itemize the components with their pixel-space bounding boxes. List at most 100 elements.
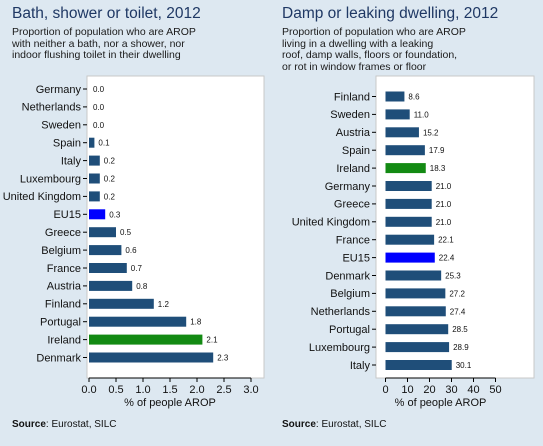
data-label: 17.9 [429,146,445,155]
source-note: Source: Eurostat, SILC [282,419,387,430]
bar [385,163,426,174]
chart-title: Bath, shower or toilet, 2012 [12,5,201,22]
category-label: Italy [350,360,371,372]
data-label: 1.8 [190,318,202,327]
bar [89,245,122,256]
category-label: Denmark [325,270,370,282]
data-label: 21.0 [436,200,452,209]
category-label: Ireland [47,334,81,346]
x-tick-label: 0.5 [108,384,123,396]
x-tick-label: 20 [423,384,435,396]
data-label: 0.2 [104,192,116,201]
data-label: 0.0 [93,103,105,112]
data-label: 22.1 [438,236,454,245]
source-label: Source [12,419,46,430]
category-label: Sweden [41,120,81,132]
chart-subtitle: Proportion of population who are AROP li… [282,26,466,73]
data-label: 28.5 [452,325,468,334]
category-label: Finland [334,91,370,103]
data-label: 0.1 [98,139,110,148]
category-label: Luxembourg [20,173,81,185]
x-axis-label: % of people AROP [124,397,216,409]
data-label: 1.2 [158,300,170,309]
bar [385,234,435,245]
category-label: United Kingdom [292,217,370,229]
data-label: 18.3 [430,164,446,173]
bar [385,181,432,191]
category-label: Portugal [329,324,370,336]
x-tick-label: 40 [467,384,479,396]
plot-area [86,75,265,379]
data-label: 0.2 [104,157,116,166]
x-tick-label: 3.0 [243,384,258,396]
bar [385,324,449,335]
data-label: 27.2 [449,289,465,298]
bar [385,145,425,156]
bar [385,109,410,120]
data-label: 22.4 [439,254,455,263]
source-label: Source [282,419,316,430]
source-text: : Eurostat, SILC [315,419,387,430]
bar [89,173,100,184]
data-label: 0.5 [120,228,132,237]
data-label: 0.2 [104,175,116,184]
bar [89,298,154,309]
chart-subtitle: Proportion of population who are AROP wi… [12,26,196,61]
bar [89,209,106,220]
data-label: 21.0 [436,182,452,191]
x-tick-label: 10 [401,384,413,396]
bar [89,191,100,202]
bar [89,155,100,166]
bar [385,288,446,299]
category-label: EU15 [53,209,81,221]
bar [89,352,214,363]
bar [89,263,127,273]
damp-leaking-dwelling-chart-panel: Damp or leaking dwelling, 2012 Proportio… [272,0,543,446]
x-tick-label: 2.0 [189,384,204,396]
x-tick-label: 1.0 [135,384,150,396]
bar [385,91,405,102]
data-label: 21.0 [436,218,452,227]
category-label: Germany [36,84,82,96]
category-label: Belgium [330,288,370,300]
data-label: 0.0 [93,121,105,130]
category-label: Denmark [36,352,81,364]
data-label: 8.6 [408,93,420,102]
category-label: France [47,263,81,275]
category-label: Belgium [41,245,81,257]
category-label: Greece [334,199,370,211]
category-label: Greece [45,227,81,239]
category-label: Spain [53,138,81,150]
source-note: Source: Eurostat, SILC [12,419,117,430]
data-label: 0.8 [136,282,148,291]
bar [89,137,95,148]
bar [89,334,203,345]
x-tick-label: 30 [445,384,457,396]
x-tick-label: 2.5 [216,384,231,396]
bar [89,227,116,238]
category-label: EU15 [342,252,370,264]
bar [89,316,187,327]
source-text: : Eurostat, SILC [45,419,117,430]
data-label: 30.1 [456,361,472,370]
bar [385,306,446,317]
data-label: 27.4 [450,307,466,316]
bar [385,360,452,370]
category-label: Spain [342,145,370,157]
category-label: United Kingdom [3,191,81,203]
bar [385,198,432,209]
category-label: Luxembourg [309,342,370,354]
x-tick-label: 0.0 [81,384,96,396]
bar [385,216,432,227]
category-label: Netherlands [311,306,371,318]
data-label: 0.7 [131,264,143,273]
bar-chart-damp-leaking-dwelling: 0 10 20 30 40 50% of people AROP Finland 8.6 Swe… [292,75,535,409]
category-label: France [336,235,370,247]
bar [385,127,419,138]
bar-chart-bath-shower-toilet: 0.0 0.5 1.0 1.5 2.0 2.5 3.0 % of people AROP Ger… [3,75,265,409]
data-label: 25.3 [445,272,461,281]
data-label: 15.2 [423,128,439,137]
chart-title: Damp or leaking dwelling, 2012 [282,5,499,22]
x-tick-label: 0 [382,384,388,396]
category-label: Austria [47,281,82,293]
